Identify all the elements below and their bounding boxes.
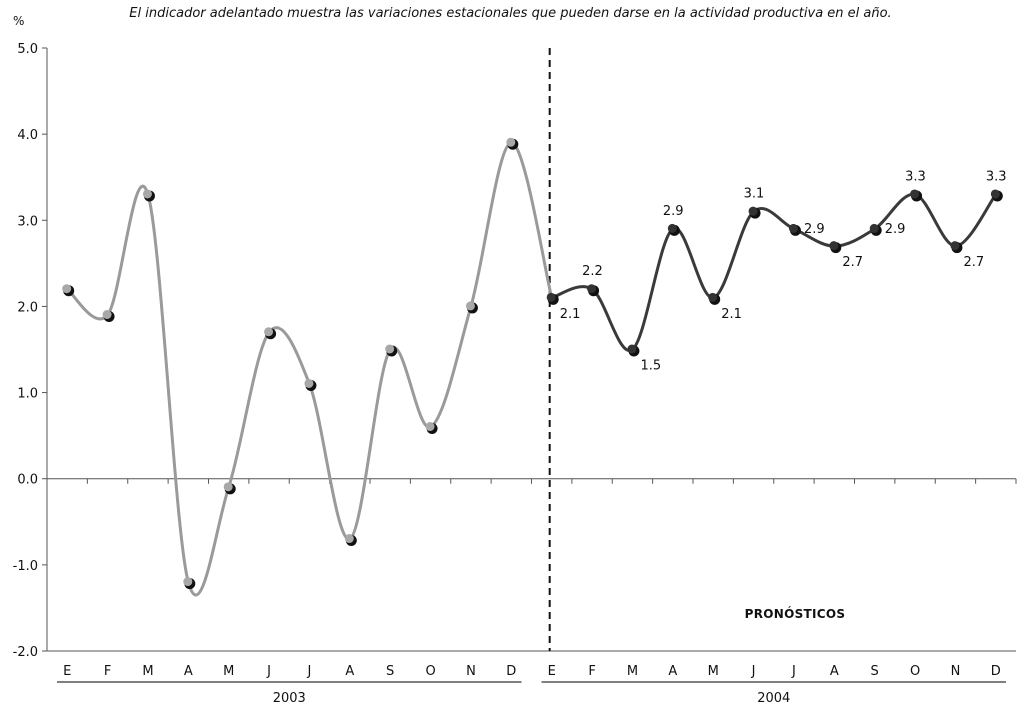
labels-layer: 2.1 2.2 1.5 2.9 2.1 3.1 2.9 2.7 2.9 3.3 2.7 3.3: [560, 169, 1007, 373]
y-tick-label: 5.0: [17, 42, 38, 57]
x-tick-label: E: [548, 664, 556, 679]
data-point: [264, 327, 274, 337]
y-tick-label: 1.0: [17, 387, 38, 402]
y-tick-label: 0.0: [17, 473, 38, 488]
x-tick-label: J: [307, 664, 312, 679]
data-point: [627, 344, 637, 354]
chart-title: El indicador adelantado muestra las vari…: [129, 6, 892, 21]
data-point: [304, 378, 314, 388]
x-tick-label: A: [668, 664, 677, 679]
data-point: [102, 310, 112, 320]
data-point: [223, 482, 233, 492]
data-point: [183, 577, 193, 587]
x-tick-label: S: [871, 664, 879, 679]
x-tick-label: A: [345, 664, 354, 679]
x-tick-label: M: [627, 664, 638, 679]
data-point: [425, 422, 435, 432]
data-point: [385, 344, 395, 354]
x-tick-label: J: [791, 664, 796, 679]
y-tick-label: 3.0: [17, 214, 38, 229]
x-tick-label: M: [708, 664, 719, 679]
x-tick-label: J: [266, 664, 271, 679]
data-point: [788, 223, 798, 233]
data-label: 2.7: [963, 255, 984, 270]
data-point: [869, 223, 879, 233]
data-label: 2.1: [560, 307, 581, 322]
y-tick-label: -2.0: [13, 645, 38, 660]
x-tick-label: O: [910, 664, 920, 679]
series-line: [550, 192, 998, 352]
data-label: 3.3: [986, 169, 1007, 184]
data-label: 2.9: [885, 222, 906, 237]
data-point: [667, 223, 677, 233]
data-label: 2.1: [721, 307, 742, 322]
data-point: [546, 292, 556, 302]
year-label: 2004: [757, 691, 790, 706]
x-tick-label: F: [104, 664, 111, 679]
y-axis-unit: %: [13, 14, 25, 28]
x-tick-label: A: [830, 664, 839, 679]
data-label: 2.7: [842, 255, 863, 270]
data-point: [990, 189, 1000, 199]
year-label: 2003: [273, 691, 306, 706]
y-tick-label: 4.0: [17, 128, 38, 143]
x-tick-label: E: [63, 664, 71, 679]
x-tick-label: S: [386, 664, 394, 679]
x-tick-label: F: [588, 664, 595, 679]
data-point: [344, 534, 354, 544]
data-label: 1.5: [640, 359, 661, 374]
data-point: [465, 301, 475, 311]
x-tick-label: J: [751, 664, 756, 679]
y-tick-label: 2.0: [17, 300, 38, 315]
data-point: [829, 241, 839, 251]
y-tick-label: -1.0: [13, 559, 38, 574]
x-tick-label: D: [991, 664, 1001, 679]
x-tick-label: M: [223, 664, 234, 679]
data-point: [748, 206, 758, 216]
x-tick-label: N: [466, 664, 476, 679]
x-tick-label: O: [425, 664, 435, 679]
data-point: [910, 189, 920, 199]
data-label: 3.3: [905, 169, 926, 184]
x-tick-label: D: [506, 664, 516, 679]
series-layer: [65, 141, 998, 597]
axes-layer: -2.0 -1.0 0.0 1.0 2.0 3.0 4.0 5.0 E F M A M J J A S O N D E F…: [13, 42, 1017, 706]
data-point: [506, 137, 516, 147]
x-tick-label: A: [184, 664, 193, 679]
data-point: [142, 189, 152, 199]
series-line: [65, 141, 554, 597]
data-point: [708, 292, 718, 302]
data-label: 2.9: [804, 222, 825, 237]
data-label: 2.2: [582, 264, 603, 279]
forecast-label: PRONÓSTICOS: [744, 607, 846, 621]
data-label: 3.1: [744, 187, 765, 202]
data-point: [62, 284, 72, 294]
data-label: 2.9: [663, 204, 684, 219]
points-layer: [62, 137, 1003, 590]
x-tick-label: M: [142, 664, 153, 679]
data-point: [587, 284, 597, 294]
x-tick-label: N: [951, 664, 961, 679]
data-point: [950, 241, 960, 251]
